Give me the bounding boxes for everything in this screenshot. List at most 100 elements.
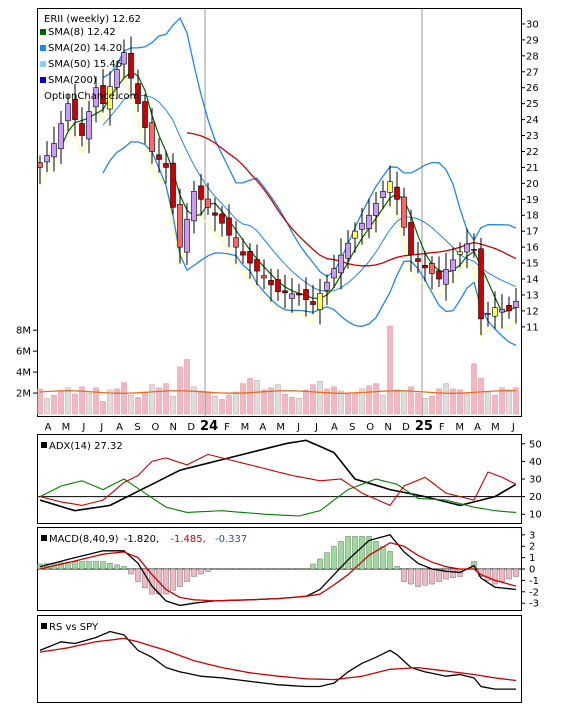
candle [79, 107, 85, 147]
candle [471, 233, 477, 258]
volume-bar [121, 382, 127, 415]
macd-histogram-bar [177, 568, 183, 587]
macd-histogram-bar [163, 568, 169, 595]
volume-bar [345, 393, 351, 415]
volume-tick-label: 6M [16, 347, 31, 358]
month-label: D [402, 422, 410, 433]
month-label: M [491, 422, 500, 433]
candle [506, 296, 512, 319]
macd-histogram-bar [331, 546, 337, 570]
candle [58, 110, 64, 164]
price-tick-label: 11 [526, 322, 539, 333]
volume-bar [233, 391, 239, 415]
candle [415, 241, 421, 274]
candle [247, 243, 253, 279]
macd-hist-value: -0.337 [215, 534, 247, 545]
month-label: A [331, 422, 338, 433]
macd-histogram-bar [429, 568, 435, 585]
volume-bar [443, 383, 449, 415]
month-label: J [296, 422, 300, 433]
candle [394, 171, 400, 215]
candle [352, 222, 358, 253]
month-label: F [224, 422, 230, 433]
volume-bar [219, 399, 225, 415]
price-tick-label: 26 [526, 83, 539, 94]
year-label: 24 [200, 419, 218, 434]
macd-histogram-bar [282, 568, 288, 570]
month-label: M [241, 422, 250, 433]
volume-bar [506, 389, 512, 415]
candle [149, 107, 155, 164]
macd-histogram-bar [408, 568, 414, 585]
candle [443, 252, 449, 301]
month-label: J [81, 422, 85, 433]
volume-bar [478, 378, 484, 415]
volume-bar [254, 380, 260, 415]
candle [65, 94, 71, 131]
macd-histogram-bar [296, 568, 302, 570]
adx-axis-ticks: 10 20 30 40 50 [521, 439, 542, 521]
volume-bar [65, 387, 71, 415]
month-label: O [151, 422, 159, 433]
volume-bar [261, 389, 267, 415]
candle [226, 204, 232, 248]
volume-bar [380, 394, 386, 415]
macd-histogram-bar [422, 568, 428, 586]
volume-bar [457, 389, 463, 415]
candle [331, 254, 337, 289]
macd-histogram-bar [443, 568, 449, 580]
volume-bar [317, 381, 323, 415]
macd-histogram-bar [380, 546, 386, 570]
macd-histogram-bar [135, 568, 141, 582]
volume-bar [366, 385, 372, 415]
macd-histogram-bar [121, 566, 127, 570]
macd-histogram-bar [93, 561, 99, 570]
macd-histogram-bar [100, 561, 106, 570]
volume-bar [310, 384, 316, 415]
candle [485, 301, 491, 327]
volume-tick-label: 8M [16, 326, 31, 337]
candle [338, 238, 344, 290]
volume-bar [37, 388, 43, 415]
volume-bar [352, 392, 358, 415]
macd-title-marker [41, 535, 47, 541]
legend-swatch-sma200 [40, 77, 46, 83]
candle [359, 207, 365, 245]
price-candles [37, 36, 519, 336]
volume-bar [149, 384, 155, 415]
candle [163, 151, 169, 184]
rs-title-bg [40, 619, 106, 633]
adx-lines [39, 439, 517, 517]
candle [219, 205, 225, 237]
volume-bar [359, 388, 365, 415]
candle [191, 181, 197, 234]
candle [492, 291, 498, 329]
month-label: F [439, 422, 445, 433]
volume-average [39, 390, 517, 394]
macd-histogram-bar [226, 568, 232, 570]
candle [72, 83, 78, 137]
month-label: A [259, 422, 266, 433]
price-tick-label: 22 [526, 147, 539, 158]
month-label: M [455, 422, 464, 433]
macd-histogram-bar [513, 568, 519, 577]
price-tick-label: 28 [526, 51, 539, 62]
month-label: S [134, 422, 140, 433]
price-tick-label: 18 [526, 211, 539, 222]
candle [401, 187, 407, 236]
legend-sma20: SMA(20) 14.20 [48, 43, 122, 54]
macd-histogram-bar [72, 561, 78, 570]
macd-lines [39, 534, 517, 607]
candle [254, 244, 260, 285]
price-tick-label: 13 [526, 290, 539, 301]
price-tick-label: 15 [526, 259, 539, 270]
year-label: 25 [415, 419, 433, 434]
macd-histogram-bar [366, 536, 372, 570]
macd-histogram-bar [394, 566, 400, 570]
volume-bar [205, 392, 211, 415]
legend-swatch-sma8 [40, 29, 46, 35]
volume-bar [268, 387, 274, 415]
candle [261, 259, 267, 290]
price-tick-label: 27 [526, 67, 539, 78]
